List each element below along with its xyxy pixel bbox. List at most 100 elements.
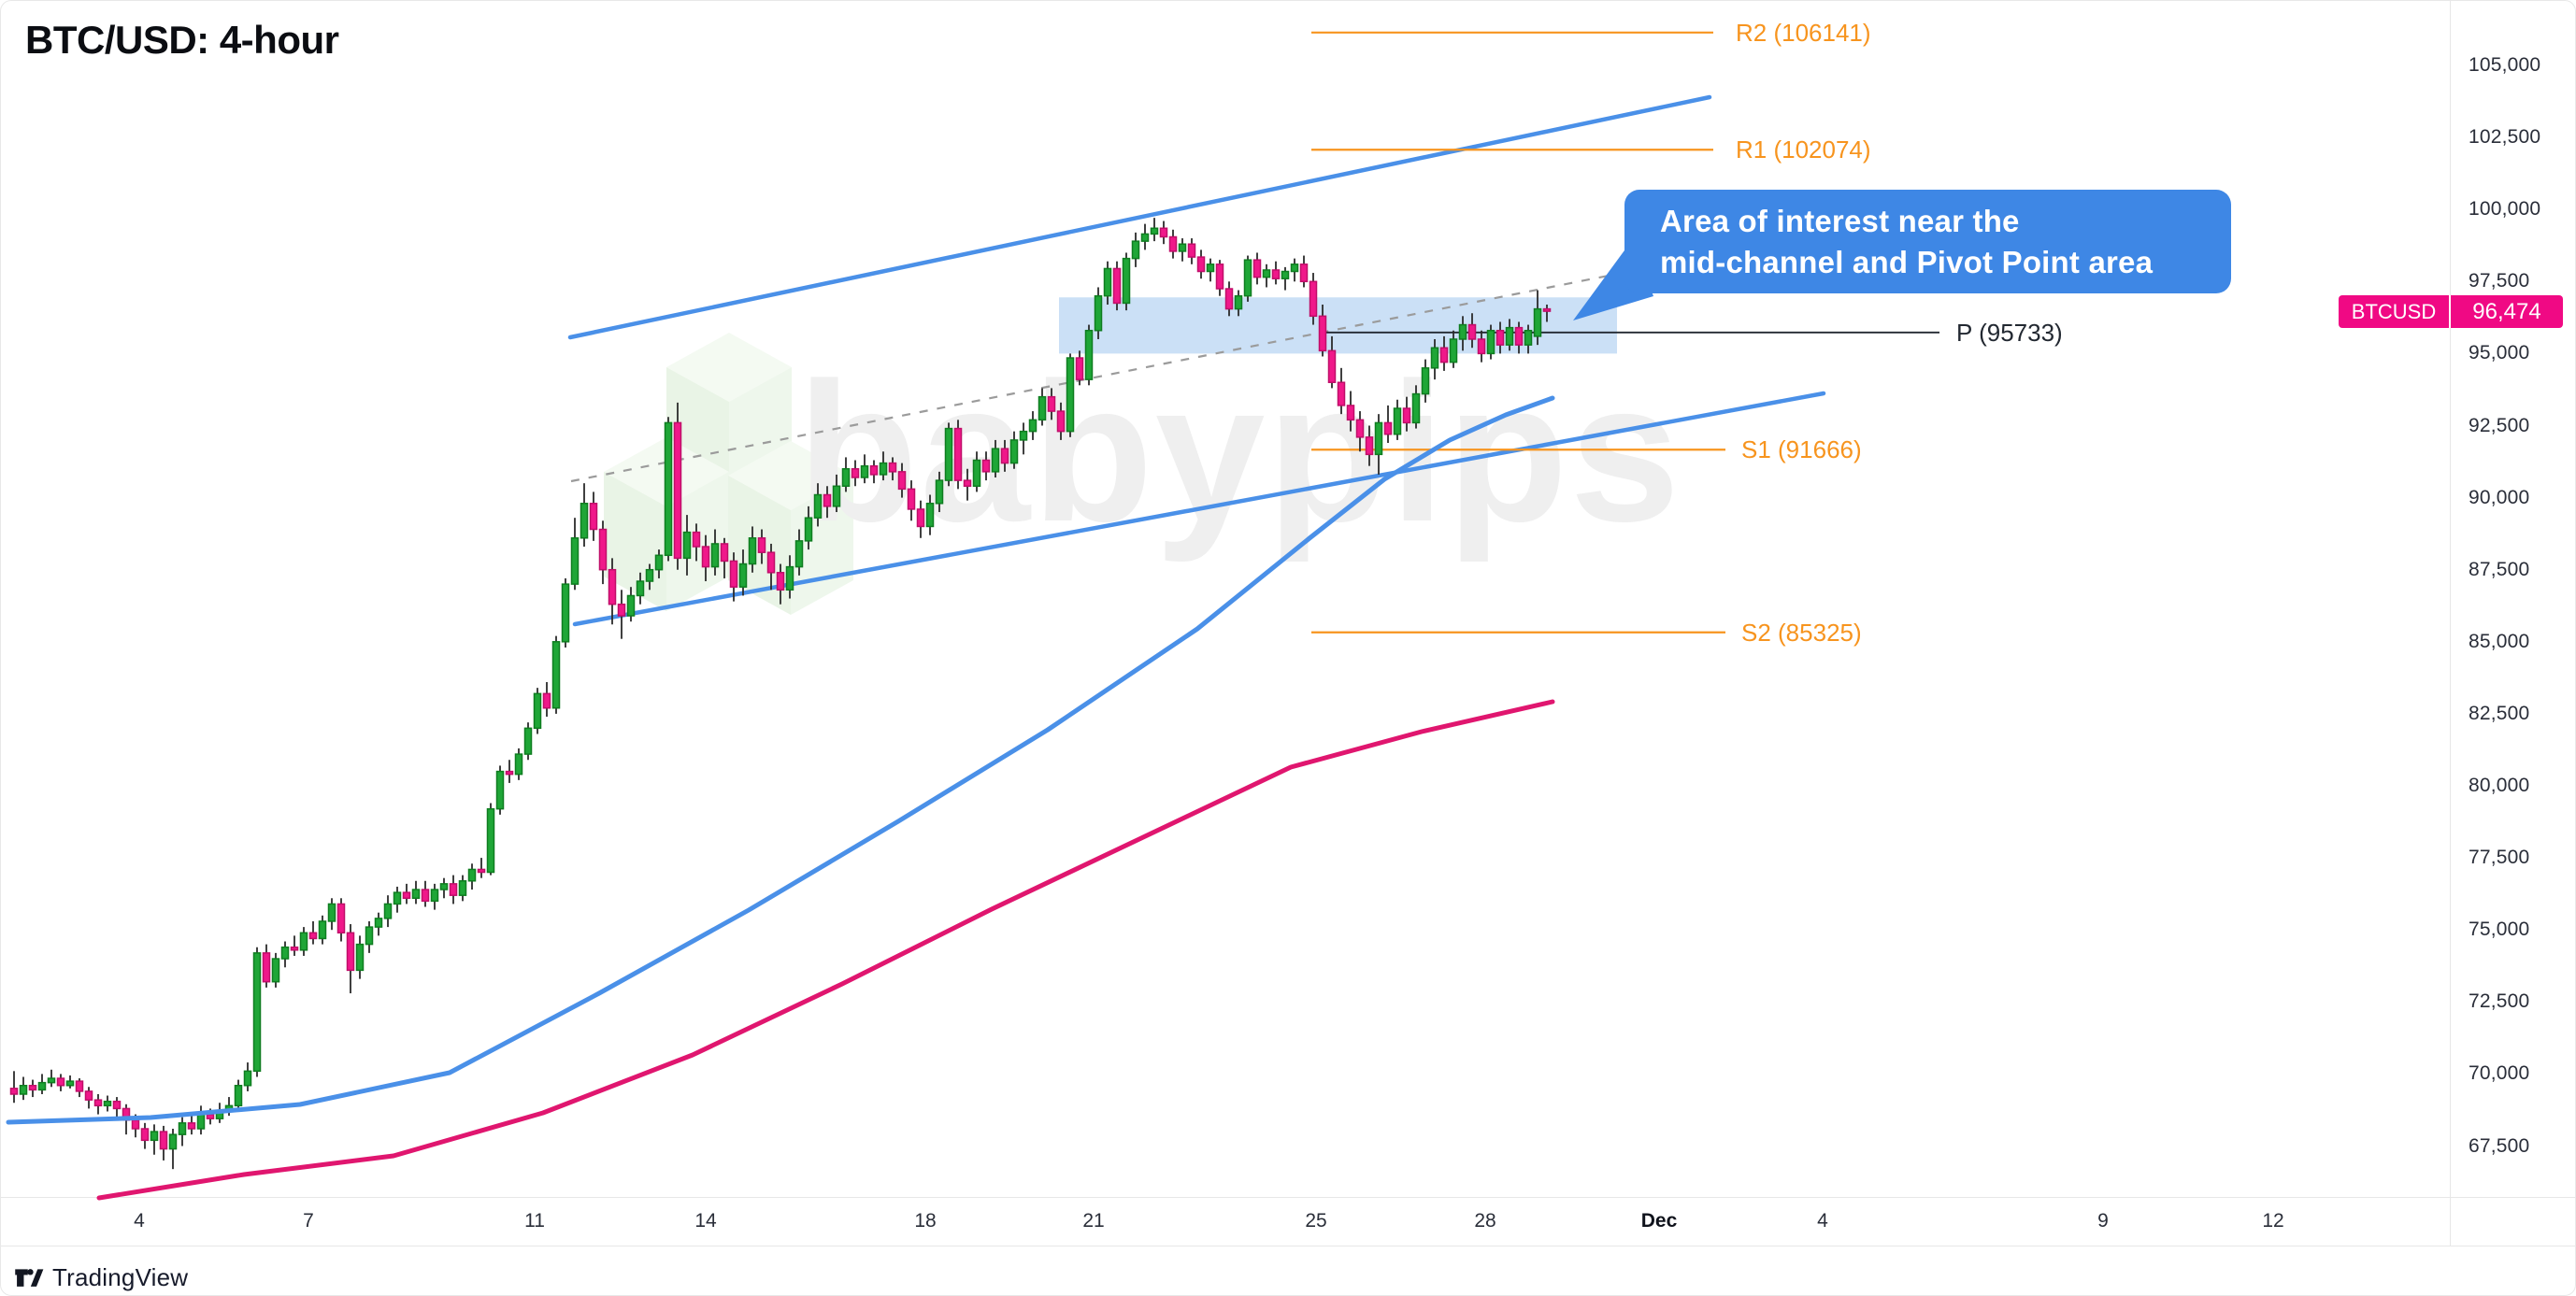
candle-body-up xyxy=(365,926,374,946)
area-of-interest-callout: Area of interest near the mid-channel an… xyxy=(1624,190,2231,293)
candle-body-up xyxy=(1094,294,1103,332)
candle-body-up xyxy=(794,540,804,568)
date-tick-label: 4 xyxy=(134,1210,145,1232)
pivot-label-S1: S1 (91666) xyxy=(1741,435,1862,463)
candle-body-up xyxy=(355,943,365,972)
candle-body-down xyxy=(1299,263,1309,283)
candle-body-down xyxy=(1215,263,1224,290)
candle-body-down xyxy=(449,883,458,896)
candle-body-down xyxy=(112,1100,122,1110)
candle-body-up xyxy=(196,1113,206,1130)
candle-body-down xyxy=(505,770,514,776)
candle-body-up xyxy=(944,427,953,481)
price-tick-label: 87,500 xyxy=(2469,558,2530,580)
tradingview-attribution: TradingView xyxy=(14,1262,188,1292)
price-axis-separator xyxy=(2450,1,2451,1246)
candle-body-down xyxy=(888,462,897,473)
candle-body-down xyxy=(963,479,972,488)
candle-body-down xyxy=(981,459,991,473)
candle-body-up xyxy=(1374,421,1383,456)
candle-body-down xyxy=(131,1118,140,1130)
candle-body-up xyxy=(168,1133,178,1150)
candle-body-up xyxy=(925,503,935,528)
candle-body-up xyxy=(972,459,981,488)
candle-body-up xyxy=(299,932,308,951)
candle-body-up xyxy=(785,565,794,591)
date-tick-label: 7 xyxy=(303,1210,314,1232)
candle-body-down xyxy=(1439,347,1449,363)
candle-body-up xyxy=(47,1077,56,1084)
candle-body-down xyxy=(1252,259,1262,278)
mid-channel-dashed-line xyxy=(570,270,1628,483)
candle-body-up xyxy=(832,485,841,507)
candle-body-up xyxy=(1084,329,1094,380)
price-tick-label: 90,000 xyxy=(2469,486,2530,508)
candle-body-up xyxy=(430,889,439,903)
candle-body-up xyxy=(234,1084,243,1107)
candle-body-up xyxy=(458,880,467,896)
candle-body-down xyxy=(1187,243,1196,258)
candle-body-down xyxy=(421,889,430,903)
date-tick-label: 21 xyxy=(1082,1210,1105,1232)
date-tick-label: 9 xyxy=(2097,1210,2109,1232)
candle-body-down xyxy=(1056,410,1066,433)
candle-body-up xyxy=(1505,326,1514,346)
candle-body-down xyxy=(589,503,598,531)
candle-body-up xyxy=(1533,307,1542,337)
price-tick-label: 102,500 xyxy=(2469,126,2541,149)
price-tick-label: 100,000 xyxy=(2469,198,2541,221)
candle-body-down xyxy=(617,603,626,617)
date-tick-label: 28 xyxy=(1474,1210,1496,1232)
candle-body-up xyxy=(654,554,664,571)
candle-body-up xyxy=(860,464,869,478)
candle-body-up xyxy=(439,883,449,890)
price-tick-label: 97,500 xyxy=(2469,270,2530,292)
candle-body-up xyxy=(393,891,402,905)
candle-body-up xyxy=(1421,367,1430,395)
candle-body-down xyxy=(1047,395,1056,412)
price-tick-label: 77,500 xyxy=(2469,847,2530,869)
blue-ma-line xyxy=(6,395,1555,1125)
candle-body-down xyxy=(608,568,617,605)
candle-body-up xyxy=(710,543,720,568)
badge-divider xyxy=(2449,295,2451,328)
candle-body-down xyxy=(1168,235,1178,252)
candle-body-up xyxy=(879,462,888,476)
price-tick-label: 82,500 xyxy=(2469,702,2530,724)
candle-body-down xyxy=(1309,280,1318,318)
candle-body-up xyxy=(1038,395,1047,421)
candle-body-down xyxy=(1346,405,1355,421)
candle-body-up xyxy=(551,641,561,709)
candle-body-down xyxy=(673,421,682,560)
candle-body-up xyxy=(374,918,383,928)
candle-body-down xyxy=(1075,357,1084,380)
candle-body-down xyxy=(1542,307,1552,312)
candle-body-down xyxy=(1383,421,1393,435)
candle-body-down xyxy=(953,427,963,481)
candle-body-down xyxy=(897,471,907,491)
tradingview-logo-icon xyxy=(15,1269,44,1287)
candle-body-down xyxy=(692,531,701,548)
candle-body-up xyxy=(252,952,262,1073)
candle-body-up xyxy=(271,958,280,983)
candle-body-down xyxy=(1355,419,1365,438)
candle-body-up xyxy=(1290,263,1299,273)
date-tick-label: 18 xyxy=(914,1210,937,1232)
badge-symbol-label: BTCUSD xyxy=(2339,295,2449,328)
candle-body-up xyxy=(748,537,757,565)
candle-body-down xyxy=(1514,326,1524,346)
candle-body-up xyxy=(570,537,580,585)
page-title: BTC/USD: 4-hour xyxy=(25,18,339,62)
candle-body-up xyxy=(65,1080,75,1087)
candle-body-up xyxy=(1430,347,1439,369)
price-tick-label: 85,000 xyxy=(2469,630,2530,652)
candle-body-down xyxy=(262,952,271,983)
candle-body-down xyxy=(336,903,346,934)
candle-body-down xyxy=(701,546,710,568)
candle-body-up xyxy=(1066,357,1075,433)
candle-body-down xyxy=(1365,436,1374,456)
candle-body-down xyxy=(776,572,785,591)
date-tick-label: 25 xyxy=(1305,1210,1327,1232)
badge-price-value: 96,474 xyxy=(2451,295,2563,328)
candle-body-up xyxy=(243,1070,252,1087)
